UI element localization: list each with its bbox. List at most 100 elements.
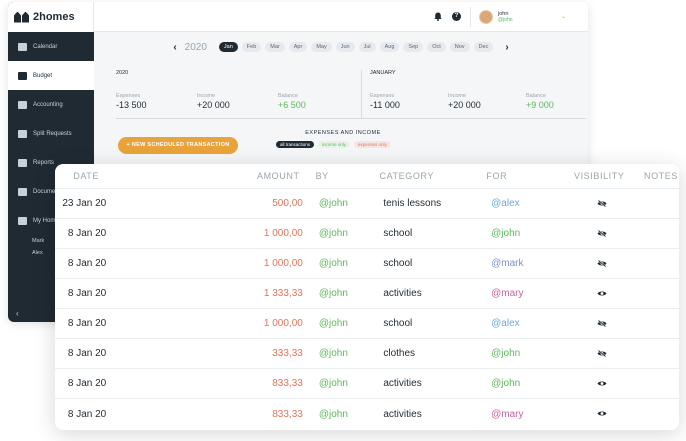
visibility-cell <box>580 228 624 239</box>
for-cell[interactable]: @john <box>491 378 521 389</box>
sidebar-subitem-mark[interactable]: Mark <box>32 238 45 244</box>
for-cell[interactable]: @john <box>491 348 521 359</box>
new-scheduled-transaction-button[interactable]: + NEW SCHEDULED TRANSACTION <box>118 137 238 154</box>
by-cell[interactable]: @john <box>318 258 348 269</box>
topbar: ? john @john ⌄ <box>94 2 588 32</box>
table-body: 23 Jan 20 500,00 @john tenis lessons @alex 8 … <box>55 189 679 429</box>
month-summary: JANUARY Expenses -11 000 Income +20 000 Ba… <box>361 70 586 118</box>
eye-icon[interactable] <box>597 380 607 387</box>
month-pill-mar[interactable]: Mar <box>265 42 285 52</box>
visibility-cell <box>580 318 624 329</box>
month-pill-dec[interactable]: Dec <box>473 42 494 52</box>
sidebar-item-label: Budget <box>33 72 53 79</box>
month-pill-nov[interactable]: Nov <box>449 42 470 52</box>
header-category[interactable]: CATEGORY <box>379 171 434 181</box>
table-row[interactable]: 8 Jan 20 1 333,33 @john activities @mary <box>55 279 679 309</box>
eye-icon[interactable] <box>597 290 607 297</box>
table-row[interactable]: 8 Jan 20 833,33 @john activities @john <box>55 369 679 399</box>
month-pill-may[interactable]: May <box>311 42 332 52</box>
category-cell: school <box>383 228 413 239</box>
logo[interactable]: 2homes <box>8 2 94 32</box>
bell-icon[interactable] <box>434 12 442 21</box>
year-expenses-value: -13 500 <box>116 99 147 110</box>
month-pill-aug[interactable]: Aug <box>379 42 400 52</box>
by-cell[interactable]: @john <box>318 288 348 299</box>
category-cell: school <box>383 318 413 329</box>
table-row[interactable]: 8 Jan 20 1 000,00 @john school @john <box>55 219 679 249</box>
table-row[interactable]: 8 Jan 20 1 000,00 @john school @mark <box>55 249 679 279</box>
header-date[interactable]: DATE <box>73 171 99 181</box>
sidebar-item-label: Calendar <box>33 43 58 50</box>
next-year-button[interactable]: › <box>505 41 509 53</box>
for-cell[interactable]: @mary <box>491 408 524 420</box>
chevron-down-icon[interactable]: ⌄ <box>560 14 566 20</box>
month-pill-jan[interactable]: Jan <box>218 42 238 52</box>
sidebar-item-split-requests[interactable]: Split Requests <box>8 119 94 148</box>
header-by[interactable]: BY <box>315 171 329 181</box>
for-cell[interactable]: @john <box>491 228 521 239</box>
by-cell[interactable]: @john <box>318 198 348 209</box>
header-for[interactable]: FOR <box>486 171 508 181</box>
date-cell: 8 Jan 20 <box>67 258 107 269</box>
header-notes: NOTES <box>643 171 678 181</box>
sidebar-subitem-alex[interactable]: Alex <box>32 250 43 256</box>
filter-expenses-only[interactable]: expenses only <box>354 141 391 148</box>
table-row[interactable]: 8 Jan 20 333,33 @john clothes @john <box>55 339 679 369</box>
eye-slash-icon[interactable] <box>597 319 607 327</box>
eye-slash-icon[interactable] <box>597 229 607 237</box>
month-pill-feb[interactable]: Feb <box>241 42 262 52</box>
amount-cell: 1 000,00 <box>263 228 303 239</box>
month-pill-oct[interactable]: Oct <box>427 42 446 52</box>
by-cell[interactable]: @john <box>318 408 348 420</box>
category-cell: activities <box>383 408 422 420</box>
sidebar-item-label: Documents <box>33 188 64 195</box>
income-label: Income <box>448 92 467 99</box>
logo-houses-icon <box>14 11 29 23</box>
amount-cell: 1 000,00 <box>263 318 303 329</box>
date-cell: 23 Jan 20 <box>62 198 107 209</box>
by-cell[interactable]: @john <box>318 348 348 359</box>
header-amount[interactable]: AMOUNT <box>256 171 300 181</box>
table-row[interactable]: 23 Jan 20 500,00 @john tenis lessons @alex <box>55 189 679 219</box>
month-pill-sep[interactable]: Sep <box>403 42 424 52</box>
by-cell[interactable]: @john <box>318 378 348 389</box>
month-pill-jun[interactable]: Jun <box>335 42 355 52</box>
sidebar-item-my-home[interactable]: My Home <box>8 206 94 235</box>
by-cell[interactable]: @john <box>318 228 348 239</box>
sidebar-item-accounting[interactable]: Accounting <box>8 90 94 119</box>
by-cell[interactable]: @john <box>318 318 348 329</box>
filter-income-only[interactable]: income only <box>318 141 351 148</box>
sidebar-item-calendar[interactable]: Calendar <box>8 32 94 61</box>
income-label: Income <box>197 92 216 99</box>
prev-year-button[interactable]: ‹ <box>173 41 177 53</box>
for-cell[interactable]: @mark <box>491 258 524 269</box>
year-summary: 2020 Expenses -13 500 Income +20 000 Balan… <box>116 70 361 118</box>
month-pill-apr[interactable]: Apr <box>288 42 308 52</box>
sidebar-collapse-button[interactable]: ‹ <box>16 309 19 318</box>
category-cell: activities <box>383 378 422 389</box>
sidebar-item-reports[interactable]: Reports <box>8 148 94 177</box>
eye-slash-icon[interactable] <box>597 349 607 357</box>
help-icon[interactable]: ? <box>452 12 461 21</box>
sidebar-item-budget[interactable]: Budget <box>8 61 94 90</box>
calendar-icon <box>18 42 27 51</box>
for-cell[interactable]: @alex <box>491 198 520 209</box>
user-menu[interactable]: john @john ⌄ <box>470 7 580 27</box>
month-income-value: +20 000 <box>448 99 481 110</box>
eye-slash-icon[interactable] <box>597 199 607 207</box>
month-pill-jul[interactable]: Jul <box>358 42 376 52</box>
amount-cell: 833,33 <box>272 378 303 389</box>
avatar <box>479 10 493 24</box>
visibility-cell <box>580 378 624 389</box>
for-cell[interactable]: @mary <box>491 288 524 299</box>
eye-slash-icon[interactable] <box>597 259 607 267</box>
table-row[interactable]: 8 Jan 20 1 000,00 @john school @alex <box>55 309 679 339</box>
eye-icon[interactable] <box>597 410 607 417</box>
filter-all-transactions[interactable]: all transactions <box>276 141 315 148</box>
table-row[interactable]: 8 Jan 20 833,33 @john activities @mary <box>55 399 679 429</box>
budget-summary: 2020 Expenses -13 500 Income +20 000 Balan… <box>116 70 586 118</box>
documents-icon <box>18 187 27 196</box>
for-cell[interactable]: @alex <box>491 318 520 329</box>
month-summary-title: JANUARY <box>370 70 396 76</box>
sidebar-item-documents[interactable]: Documents <box>8 177 94 206</box>
